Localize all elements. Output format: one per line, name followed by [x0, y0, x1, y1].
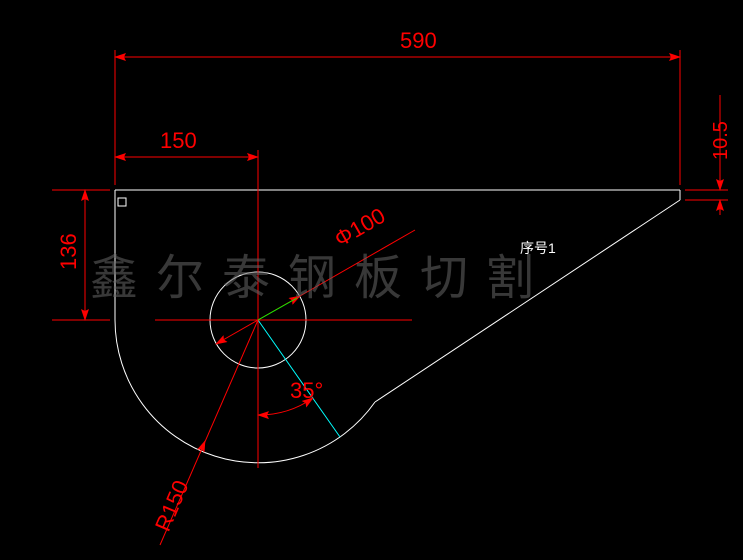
dim-angle-text: 35°: [290, 378, 323, 404]
ref-marker: [118, 198, 126, 206]
dim-136-text: 136: [56, 233, 82, 270]
dim-10p5-text: 10.5: [710, 121, 733, 160]
dim-590: [115, 50, 680, 185]
watermark-text: 鑫尔泰钢板切割: [90, 238, 552, 308]
dim-590-text: 590: [400, 28, 437, 54]
part-outline: [115, 190, 680, 463]
dim-150-text: 150: [160, 128, 197, 154]
